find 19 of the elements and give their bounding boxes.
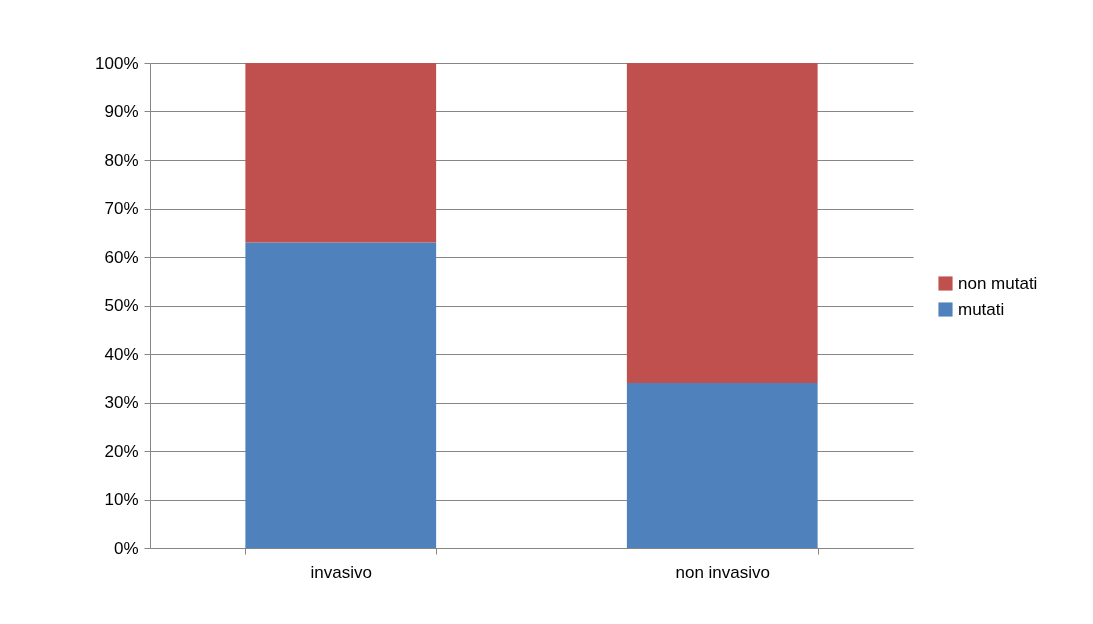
y-tick-label: 40% [104,344,139,364]
y-tick-label: 60% [104,247,139,267]
bar [245,63,437,243]
bar [245,242,437,548]
y-tick-label: 70% [104,199,139,218]
legend-label: non mutati [958,273,1038,293]
y-tick-label: 100% [95,53,139,73]
y-tick-label: 0% [113,538,139,558]
bar [626,63,818,384]
y-tick-label: 50% [104,296,139,315]
legend-label: mutati [958,299,1005,319]
y-tick-label: 20% [104,441,139,461]
y-tick-label: 80% [104,150,139,170]
x-tick-label: invasivo [310,562,372,582]
y-tick-label: 30% [104,393,139,412]
bar [626,383,818,548]
x-tick-label: non invasivo [675,562,771,582]
y-tick-label: 90% [104,102,139,121]
y-tick-label: 10% [104,490,139,509]
